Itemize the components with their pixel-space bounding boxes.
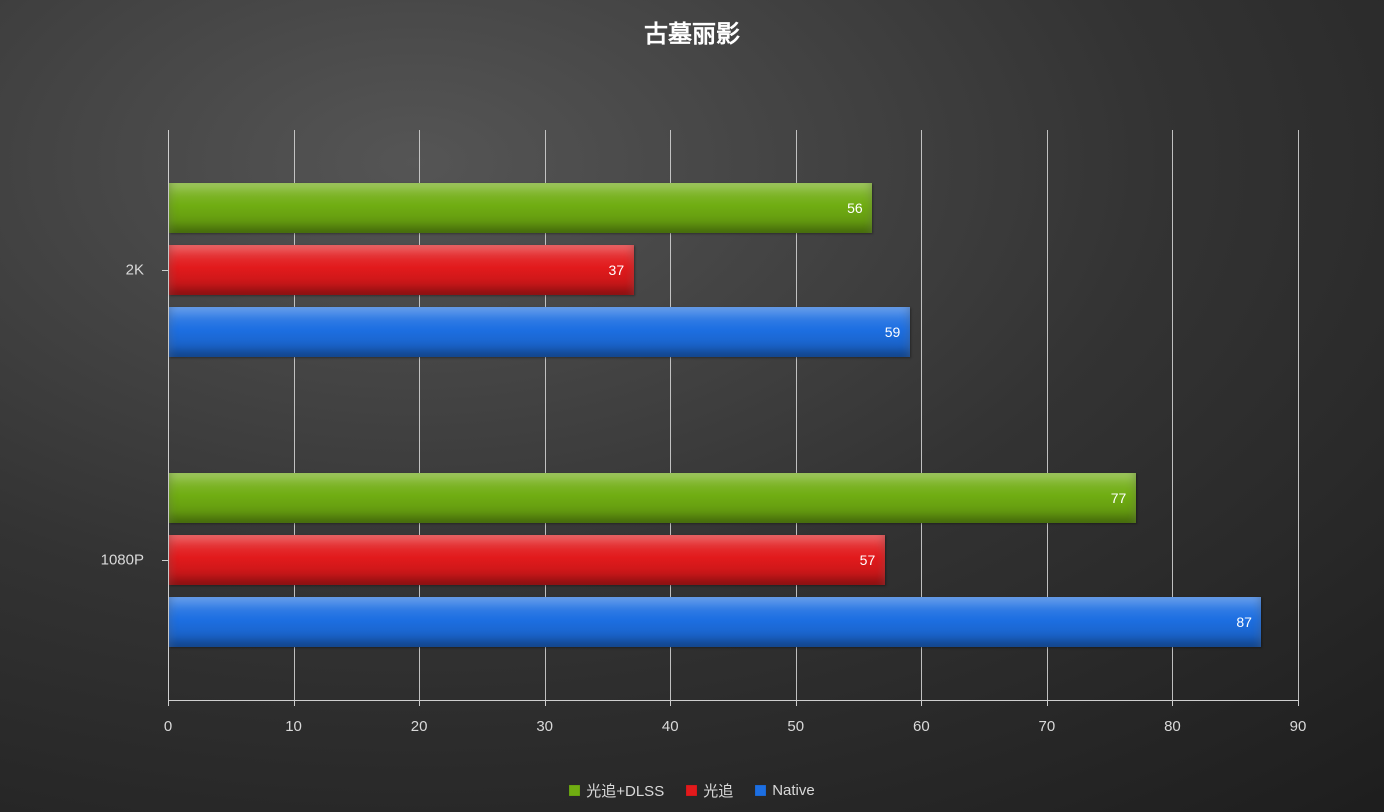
x-tick-label: 90: [1290, 718, 1307, 735]
legend-item: 光追: [686, 780, 733, 801]
x-tick-label: 70: [1039, 718, 1056, 735]
chart-root: 古墓丽影 0 10 20 30 40 50 60 70 80 90 2K 56 37 59 1080P 77 5…: [0, 0, 1384, 812]
x-tick-label: 80: [1164, 718, 1181, 735]
y-tick-label: 2K: [126, 261, 144, 278]
bar: [169, 535, 885, 585]
legend-label: 光追+DLSS: [586, 780, 664, 801]
x-tick-label: 0: [164, 718, 172, 735]
legend-item: 光追+DLSS: [569, 780, 664, 801]
bar: [169, 245, 634, 295]
bar-value-label: 56: [847, 200, 863, 216]
x-tick-label: 50: [787, 718, 804, 735]
bar: [169, 307, 910, 357]
x-tick-label: 30: [536, 718, 553, 735]
bar-value-label: 37: [609, 262, 625, 278]
x-tick-label: 20: [411, 718, 428, 735]
x-axis-line: [168, 700, 1298, 701]
bar-value-label: 57: [860, 552, 876, 568]
chart-title: 古墓丽影: [0, 14, 1384, 49]
x-tick-label: 40: [662, 718, 679, 735]
y-tick-label: 1080P: [101, 552, 144, 569]
bar-value-label: 77: [1111, 490, 1127, 506]
x-tick-label: 10: [285, 718, 302, 735]
x-tick-label: 60: [913, 718, 930, 735]
y-tick-mark: [162, 560, 168, 561]
legend-item: Native: [755, 780, 815, 801]
bar: [169, 473, 1136, 523]
x-tick-mark: [1298, 700, 1299, 706]
legend-label: 光追: [703, 780, 733, 801]
y-tick-mark: [162, 270, 168, 271]
bar: [169, 597, 1261, 647]
legend-swatch: [755, 785, 766, 796]
legend-label: Native: [772, 782, 815, 799]
plot-area: 01020304050607080902K5637591080P775787: [168, 130, 1298, 700]
bar-value-label: 87: [1236, 614, 1252, 630]
legend: 光追+DLSS 光追 Native: [0, 780, 1384, 801]
gridline: [1298, 130, 1299, 700]
bar: [169, 183, 872, 233]
bar-value-label: 59: [885, 324, 901, 340]
legend-swatch: [569, 785, 580, 796]
legend-swatch: [686, 785, 697, 796]
